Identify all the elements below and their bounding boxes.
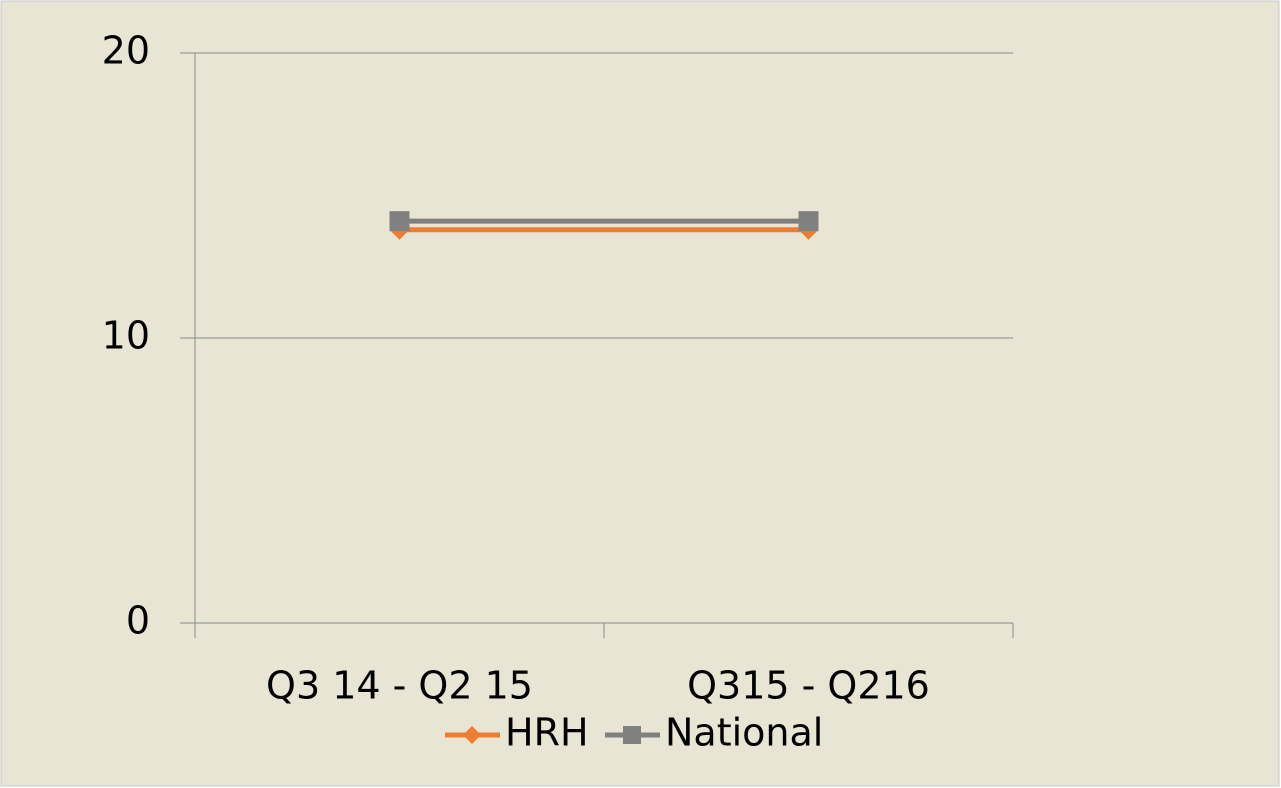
marker (463, 726, 481, 744)
marker (389, 211, 410, 232)
y-tick-label: 20 (102, 29, 150, 73)
marker (798, 211, 819, 232)
legend-label: National (665, 711, 823, 755)
x-tick-label: Q315 - Q216 (687, 664, 930, 708)
marker (623, 726, 641, 744)
y-tick-label: 0 (126, 599, 150, 643)
y-tick-label: 10 (102, 314, 150, 358)
legend-label: HRH (505, 711, 589, 755)
x-tick-label: Q3 14 - Q2 15 (266, 664, 533, 708)
